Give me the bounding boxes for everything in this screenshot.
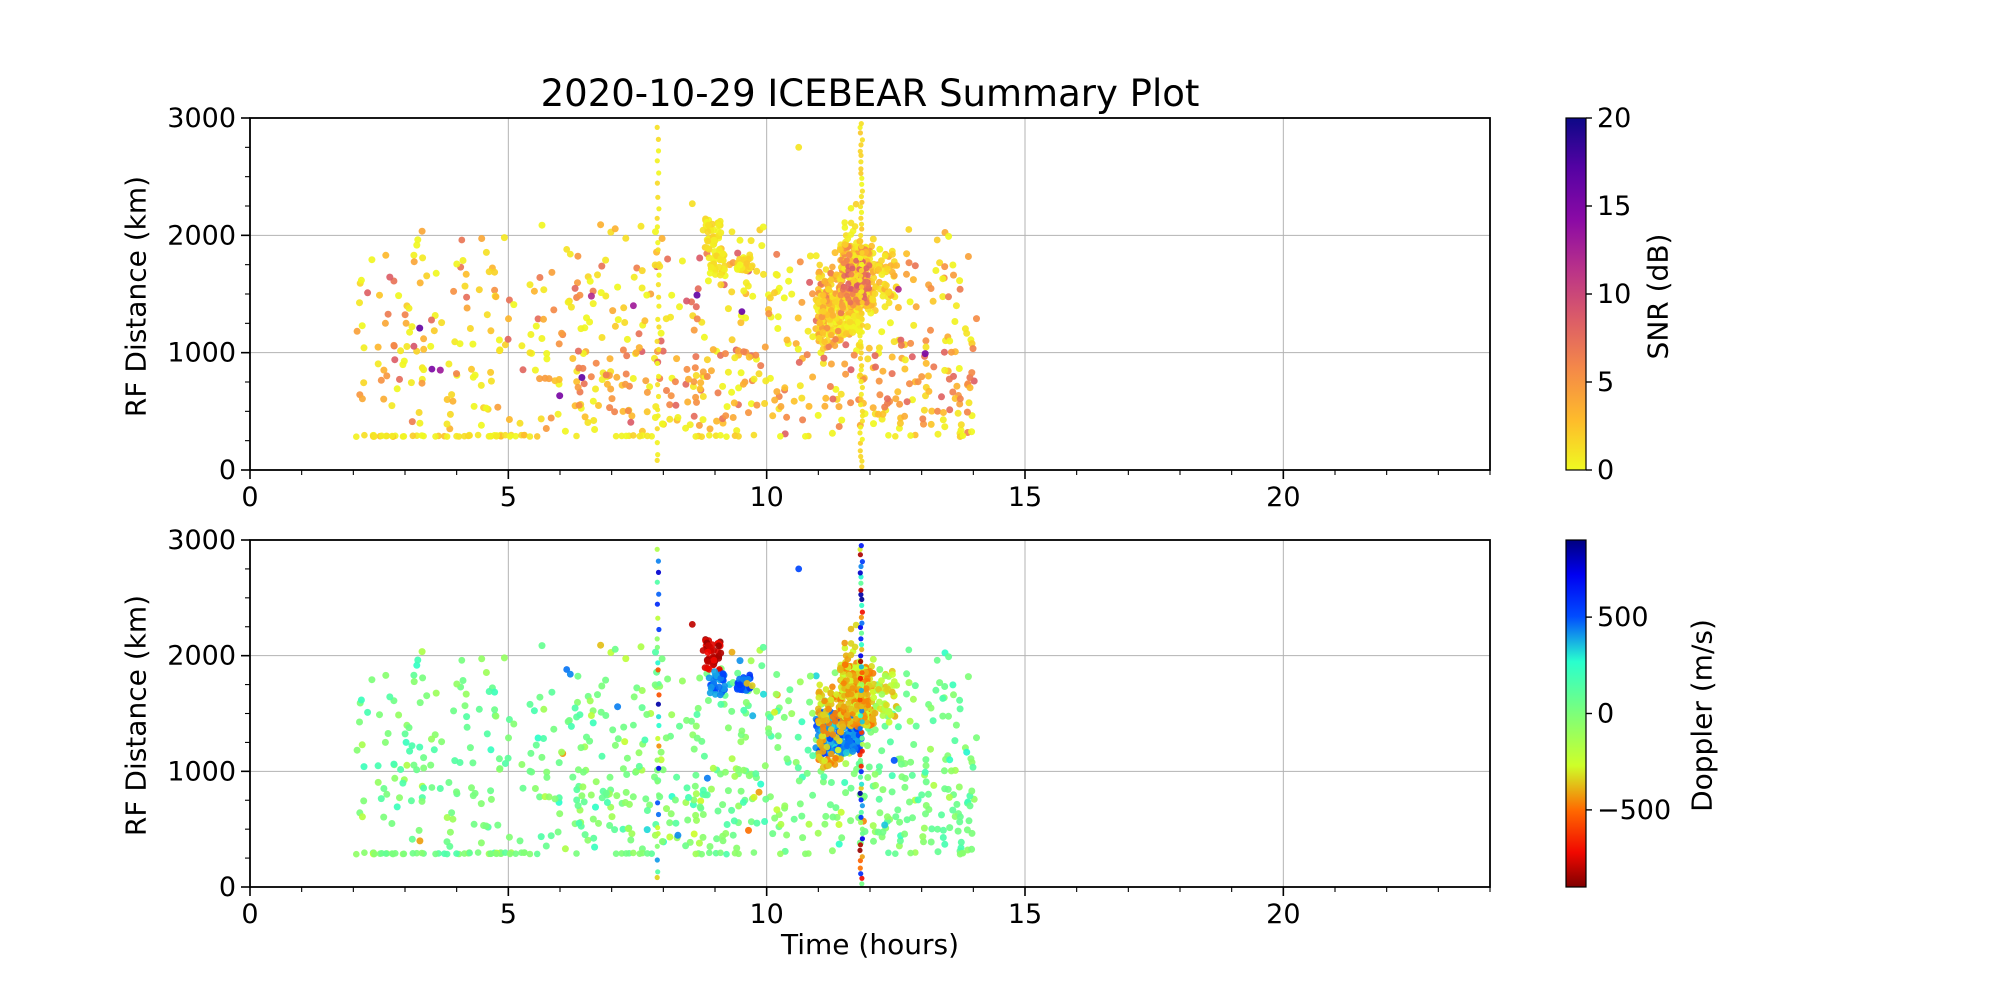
xlabel: Time (hours) — [781, 928, 959, 961]
snr-colorbar-label: SNR (dB) — [1641, 233, 1675, 360]
svg-text:3000: 3000 — [167, 103, 236, 134]
panel-doppler: 0 5 10 15 20 0 1000 2000 3000 −500 0 500 — [167, 525, 1671, 930]
svg-text:0: 0 — [219, 455, 236, 486]
svg-text:2000: 2000 — [167, 641, 236, 672]
svg-text:10: 10 — [1597, 279, 1631, 310]
snr-colorbar: 0 5 10 15 20 — [1565, 103, 1631, 486]
doppler-colorbar: −500 0 500 — [1565, 539, 1671, 888]
svg-text:0: 0 — [1597, 699, 1614, 730]
top-panel-ylabel: RF Distance (km) — [119, 175, 153, 418]
svg-text:15: 15 — [1008, 482, 1042, 513]
svg-text:0: 0 — [241, 899, 258, 930]
svg-text:0: 0 — [219, 872, 236, 903]
svg-text:15: 15 — [1597, 191, 1631, 222]
svg-text:1000: 1000 — [167, 756, 236, 787]
panel-snr: 0 5 10 15 20 0 1000 2000 3000 0 5 10 15 20 — [167, 103, 1631, 513]
svg-text:5: 5 — [1597, 367, 1614, 398]
svg-text:15: 15 — [1008, 899, 1042, 930]
svg-text:−500: −500 — [1597, 795, 1671, 826]
svg-text:1000: 1000 — [167, 338, 236, 369]
bottom-panel-ylabel: RF Distance (km) — [119, 594, 153, 837]
svg-text:0: 0 — [1597, 455, 1614, 486]
svg-text:500: 500 — [1597, 602, 1649, 633]
doppler-colorbar-label: Doppler (m/s) — [1685, 619, 1719, 812]
svg-text:20: 20 — [1597, 103, 1631, 134]
svg-text:20: 20 — [1266, 899, 1300, 930]
panel-doppler-points — [353, 543, 980, 887]
panel-snr-points — [353, 121, 980, 470]
svg-text:5: 5 — [500, 899, 517, 930]
plot-title: 2020-10-29 ICEBEAR Summary Plot — [540, 72, 1200, 115]
svg-text:10: 10 — [749, 899, 783, 930]
svg-text:2000: 2000 — [167, 220, 236, 251]
svg-text:0: 0 — [241, 482, 258, 513]
svg-text:5: 5 — [500, 482, 517, 513]
svg-text:20: 20 — [1266, 482, 1300, 513]
svg-text:10: 10 — [749, 482, 783, 513]
svg-text:3000: 3000 — [167, 525, 236, 556]
